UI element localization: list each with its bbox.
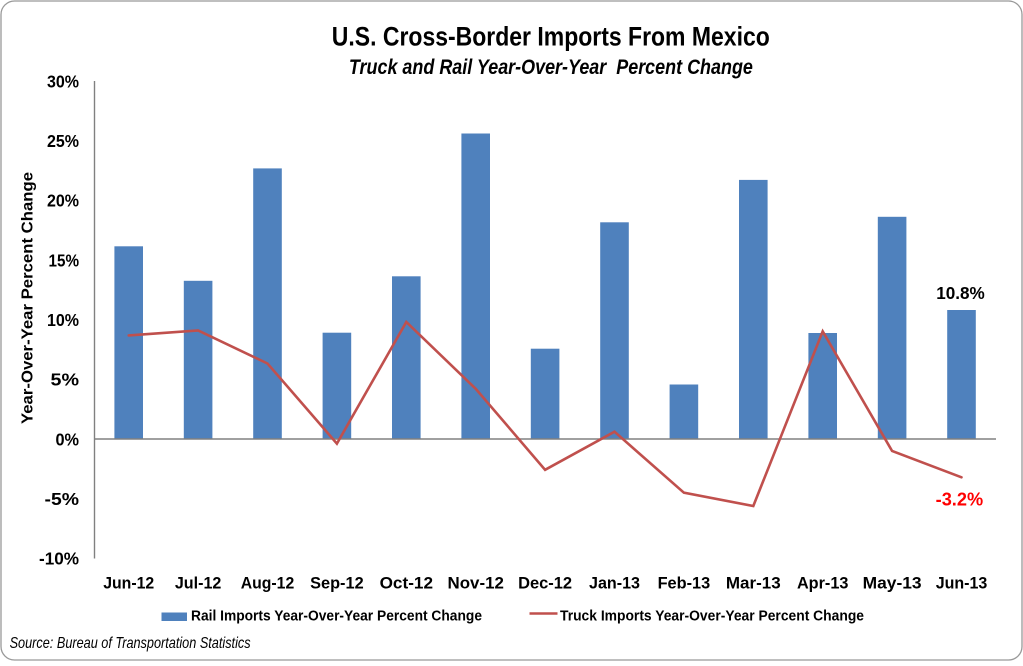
svg-text:Rail Imports Year-Over-Year Pe: Rail Imports Year-Over-Year Percent Chan… bbox=[191, 609, 482, 625]
svg-text:20%: 20% bbox=[47, 191, 79, 211]
svg-text:Jun-12: Jun-12 bbox=[103, 574, 154, 593]
svg-text:Mar-13: Mar-13 bbox=[726, 574, 781, 593]
svg-text:Jul-12: Jul-12 bbox=[175, 574, 222, 593]
svg-text:30%: 30% bbox=[47, 71, 79, 91]
svg-text:15%: 15% bbox=[49, 250, 80, 270]
svg-text:Aug-12: Aug-12 bbox=[241, 574, 295, 593]
svg-text:10%: 10% bbox=[47, 310, 79, 330]
svg-text:25%: 25% bbox=[47, 131, 79, 151]
svg-text:May-13: May-13 bbox=[863, 574, 922, 593]
svg-text:Truck Imports Year-Over-Year P: Truck Imports Year-Over-Year Percent Cha… bbox=[560, 609, 864, 625]
svg-text:Source: Bureau of Transportati: Source: Bureau of Transportation Statist… bbox=[10, 635, 251, 652]
svg-text:Oct-12: Oct-12 bbox=[380, 574, 433, 593]
svg-text:-3.2%: -3.2% bbox=[936, 490, 984, 510]
svg-text:Feb-13: Feb-13 bbox=[658, 574, 711, 593]
svg-text:10.8%: 10.8% bbox=[936, 283, 985, 303]
svg-text:5%: 5% bbox=[51, 370, 80, 390]
svg-text:U.S. Cross-Border Imports From: U.S. Cross-Border Imports From Mexico bbox=[332, 22, 770, 52]
svg-text:Apr-13: Apr-13 bbox=[797, 574, 849, 593]
svg-text:Jun-13: Jun-13 bbox=[936, 574, 988, 593]
svg-text:Year-Over-Year Percent Change: Year-Over-Year Percent Change bbox=[19, 172, 36, 424]
svg-text:Nov-12: Nov-12 bbox=[448, 574, 504, 593]
svg-text:Truck and Rail Year-Over-Year: Truck and Rail Year-Over-Year Percent Ch… bbox=[349, 56, 753, 79]
svg-text:0%: 0% bbox=[56, 429, 80, 449]
svg-text:-5%: -5% bbox=[45, 489, 80, 509]
svg-text:Sep-12: Sep-12 bbox=[310, 574, 364, 593]
svg-text:Jan-13: Jan-13 bbox=[589, 574, 640, 593]
svg-text:-10%: -10% bbox=[39, 549, 79, 569]
svg-text:Dec-12: Dec-12 bbox=[518, 574, 572, 593]
